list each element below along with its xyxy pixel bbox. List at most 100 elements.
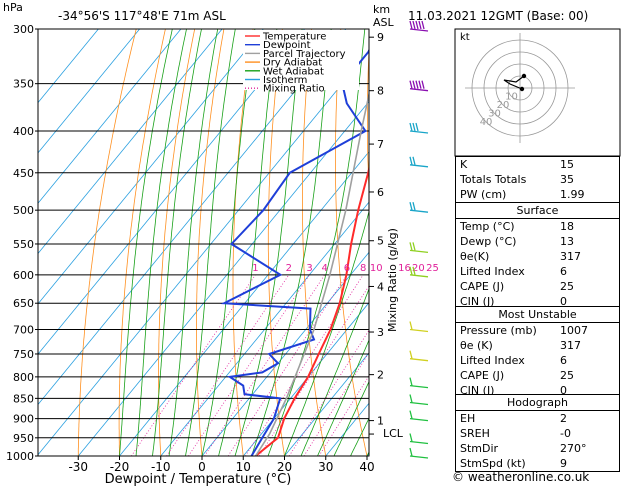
- mixing-ratio-label: 8: [360, 263, 366, 274]
- mixing-ratio-label: 6: [344, 263, 350, 274]
- wind-barb-flag: [409, 377, 413, 386]
- pressure-tick-label: 400: [13, 125, 34, 138]
- mixing-ratio-label: 10: [370, 263, 383, 274]
- hodograph-point: [519, 86, 525, 92]
- km-tick-label: 2: [377, 369, 384, 382]
- wind-barb: [409, 417, 429, 422]
- dry-adiabat-line: [158, 29, 196, 456]
- pressure-tick-label: 750: [13, 348, 34, 361]
- pressure-tick-label: 550: [13, 238, 34, 251]
- temperature-tick-label: -10: [151, 460, 171, 474]
- wind-barb: [409, 209, 429, 213]
- surface-label: CAPE (J): [460, 280, 505, 293]
- surface-value: 13: [560, 235, 574, 248]
- index-row-pw: PW (cm) 1.99: [456, 187, 619, 202]
- hodo-label: SREH: [460, 427, 490, 440]
- wind-barb-flag: [418, 20, 422, 30]
- hodo-value: 270°: [560, 442, 587, 455]
- wind-barb-flag: [412, 122, 416, 132]
- dry-adiabat-line: [267, 29, 285, 456]
- wind-barb: [409, 88, 429, 92]
- temperature-tick-label: -30: [68, 460, 88, 474]
- wind-barb: [409, 384, 429, 389]
- wind-barb-flag: [415, 122, 419, 132]
- mixing-ratio-line: [130, 274, 256, 456]
- pressure-tick-label: 1000: [6, 450, 34, 463]
- mixing-ratio-label: 4: [322, 263, 328, 274]
- indices-table: K 15 Totals Totals 35 PW (cm) 1.99: [455, 156, 620, 203]
- legend-entry: Dry Adiabat: [263, 58, 322, 69]
- wind-barb-flag: [412, 242, 416, 251]
- mu-value: 317: [560, 339, 581, 352]
- pressure-tick-label: 350: [13, 78, 34, 91]
- hodograph-ring-label: 20: [497, 100, 510, 111]
- pressure-unit-label: hPa: [3, 1, 23, 14]
- surface-row: CIN (J) 0: [456, 294, 619, 309]
- wind-barb: [409, 455, 429, 459]
- surface-row: CAPE (J) 25: [456, 279, 619, 294]
- wind-barb-flag: [409, 202, 413, 211]
- wind-barb-flag: [415, 80, 419, 89]
- wind-barb-flag: [409, 410, 413, 419]
- surface-row: θe(K) 317: [456, 249, 619, 264]
- surface-value: 18: [560, 220, 574, 233]
- asl-unit-label: ASL: [373, 16, 395, 29]
- temperature-tick-label: -20: [110, 460, 130, 474]
- wind-barb: [409, 164, 429, 168]
- dry-adiabat-line: [77, 29, 137, 456]
- surface-value: 6: [560, 265, 567, 278]
- isotherm-line: [283, 352, 369, 456]
- isotherm-line: [38, 29, 99, 104]
- mu-label: CIN (J): [460, 384, 495, 397]
- mixing-ratio-label: 20: [412, 263, 425, 274]
- index-value: 15: [560, 158, 574, 171]
- pressure-tick-label: 800: [13, 371, 34, 384]
- wind-barb-flag: [412, 156, 416, 165]
- wind-barb-flag: [412, 20, 416, 30]
- surface-value: 25: [560, 280, 574, 293]
- wind-barb: [409, 440, 429, 445]
- km-tick-label: 9: [377, 31, 384, 44]
- temperature-tick-label: 20: [277, 460, 292, 474]
- wind-barb-flag: [409, 156, 413, 165]
- series-dewpoint: [220, 48, 369, 456]
- mu-row: Pressure (mb) 1007: [456, 323, 619, 338]
- most-unstable-title: Most Unstable: [456, 307, 619, 323]
- wind-barb-flag: [409, 394, 413, 403]
- pressure-tick-label: 950: [13, 432, 34, 445]
- dry-adiabat-line: [335, 29, 368, 456]
- mixing-ratio-line: [227, 274, 348, 456]
- legend-entry: Mixing Ratio: [263, 84, 325, 95]
- wind-barb-flag: [412, 266, 416, 275]
- mu-label: Pressure (mb): [460, 324, 537, 337]
- wind-barb: [409, 358, 429, 362]
- isotherm-line: [38, 29, 182, 204]
- series-temperature: [254, 164, 369, 456]
- mixing-ratio-label: 25: [426, 263, 439, 274]
- wind-barb-flag: [412, 202, 416, 211]
- isotherm-line: [77, 100, 369, 456]
- mu-label: Lifted Index: [460, 354, 525, 367]
- wind-barb-flag: [409, 80, 413, 89]
- surface-label: Lifted Index: [460, 265, 525, 278]
- hodo-value: 9: [560, 457, 567, 470]
- wind-barb: [409, 28, 429, 32]
- pressure-tick-label: 450: [13, 167, 34, 180]
- pressure-tick-label: 600: [13, 269, 34, 282]
- isotherm-line: [242, 302, 369, 456]
- km-tick-label: 6: [377, 186, 384, 199]
- hodograph-trace: [503, 75, 525, 90]
- wind-barb: [409, 130, 429, 134]
- hodograph-ring-label: 40: [480, 117, 493, 128]
- mixing-ratio-label: 2: [286, 263, 292, 274]
- hodograph-table: Hodograph EH 2 SREH -0 StmDir 270° StmSpd (…: [455, 394, 620, 472]
- index-label: PW (cm): [460, 188, 507, 201]
- mu-row: θe (K) 317: [456, 338, 619, 353]
- hodo-row: StmSpd (kt) 9: [456, 456, 619, 471]
- temperature-tick-label: 0: [198, 460, 206, 474]
- surface-label: θe(K): [460, 250, 490, 263]
- location-title: -34°56'S 117°48'E 71m ASL: [58, 9, 226, 23]
- hodo-label: StmDir: [460, 442, 499, 455]
- mixing-ratio-label: 1: [252, 263, 258, 274]
- wet-adiabat-line: [333, 380, 369, 456]
